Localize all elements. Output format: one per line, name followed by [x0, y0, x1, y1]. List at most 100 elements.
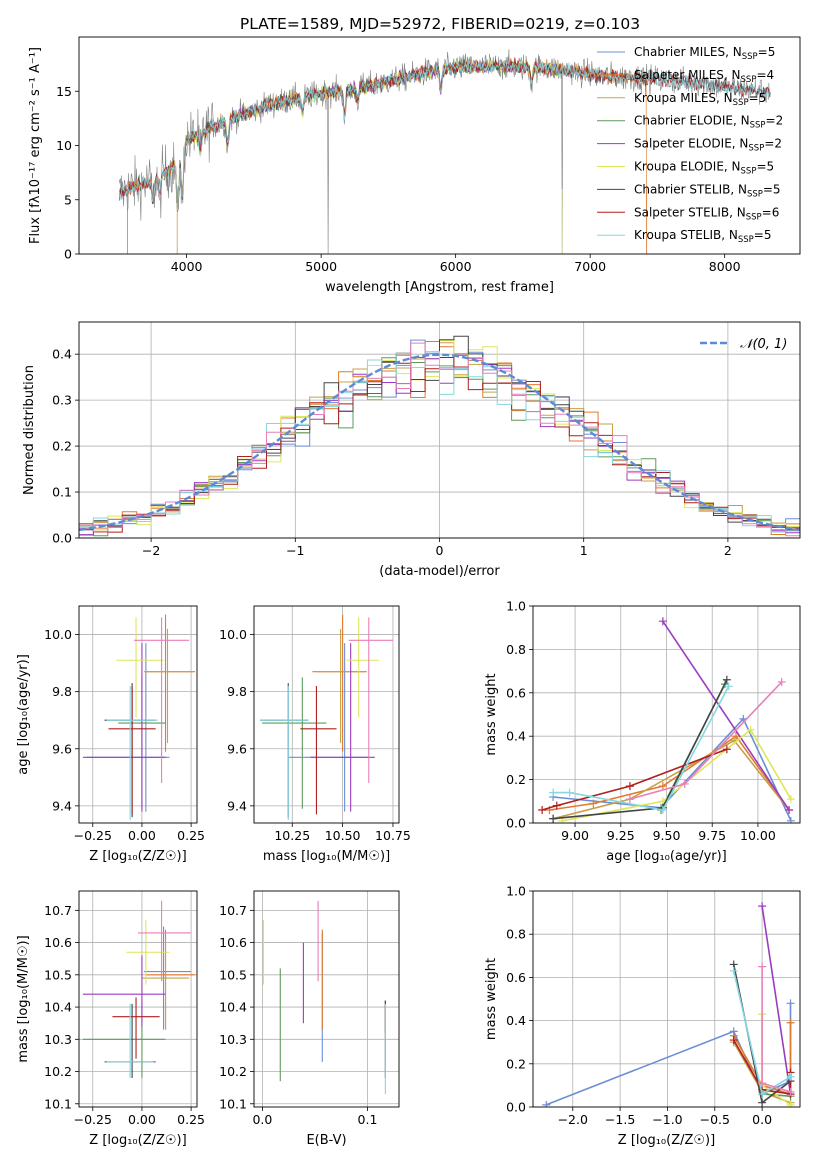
- x-axis-label: Z [log₁₀(Z/Z☉)]: [89, 849, 186, 864]
- weight-line: [733, 1039, 792, 1095]
- x-tick-label: −0.5: [700, 1112, 730, 1127]
- legend-count: =5: [763, 182, 781, 196]
- y-tick-label: 9.8: [227, 684, 247, 699]
- y-tick-label: 10.4: [219, 1000, 247, 1015]
- y-tick-label: 0.0: [506, 816, 526, 831]
- weight-line: [546, 1003, 792, 1106]
- weight-point-marker: [758, 1098, 767, 1107]
- y-tick-label: 0.3: [52, 393, 72, 408]
- y-tick-label: 10.7: [219, 903, 247, 918]
- y-tick-label: 0.8: [506, 642, 526, 657]
- legend-count: =5: [749, 91, 767, 105]
- y-tick-label: 10.5: [44, 967, 72, 982]
- y-tick-label: 10.3: [44, 1032, 72, 1047]
- x-tick-label: 0: [436, 543, 444, 558]
- y-tick-label: 10.2: [219, 1064, 247, 1079]
- spectrum-model-line: [119, 59, 771, 211]
- x-tick-label: −0.25: [74, 828, 112, 843]
- y-tick-label: 0.2: [506, 1056, 526, 1071]
- panel-age_vs_Z: −0.25 0.00 0.25 9.4 9.6 9.8 10.0 Z [log₁₀(Z/Z☉)…: [16, 605, 205, 864]
- y-tick-label: 15: [56, 84, 72, 99]
- axes-frame: [253, 890, 400, 1108]
- panel-mass_vs_Z: −0.25 0.00 0.25 10.1 10.2 10.3 10.4 10.5 10.6 10.…: [16, 890, 205, 1148]
- x-tick-label: 9.00: [561, 828, 589, 843]
- weight-point-marker: [552, 801, 561, 810]
- x-axis-label: mass [log₁₀(M/M☉)]: [263, 849, 390, 864]
- y-tick-label: 1.0: [506, 599, 526, 614]
- weight-point-marker: [758, 902, 767, 911]
- x-tick-label: 10.25: [274, 828, 310, 843]
- y-tick-label: 9.4: [227, 798, 247, 813]
- legend-count: =4: [756, 68, 774, 82]
- legend-subscript: SSP: [741, 75, 757, 85]
- legend-entry: Salpeter ELODIE, NSSP=2: [634, 137, 782, 154]
- legend-count: =2: [766, 114, 784, 128]
- weight-line: [553, 717, 792, 822]
- weight-point-marker: [731, 732, 740, 741]
- weight-line: [662, 620, 790, 811]
- legend-subscript: SSP: [746, 212, 762, 222]
- y-tick-label: 9.6: [52, 741, 72, 756]
- x-tick-label: 5000: [305, 259, 337, 274]
- weight-point-marker: [722, 745, 731, 754]
- x-tick-label: 1: [580, 543, 588, 558]
- legend-entry: Salpeter STELIB, NSSP=6: [634, 205, 779, 222]
- weight-point-marker: [758, 1090, 767, 1099]
- weight-point-marker: [625, 782, 634, 791]
- plot-area-age_vs_Z: [82, 614, 196, 821]
- weight-point-marker: [777, 677, 786, 686]
- y-axis-label: age [log₁₀(age/yr)]: [16, 654, 31, 775]
- y-tick-label: 10.5: [219, 967, 247, 982]
- legend-subscript: SSP: [738, 235, 754, 245]
- x-tick-label: −0.25: [74, 1112, 112, 1127]
- x-tick-label: 0.25: [177, 1112, 205, 1127]
- y-axis-label: mass weight: [484, 673, 499, 755]
- y-axis-label: mass [log₁₀(M/M☉)]: [16, 935, 31, 1062]
- x-tick-label: 0.0: [752, 1112, 772, 1127]
- x-tick-label: −1.5: [605, 1112, 635, 1127]
- legend-count: =6: [762, 205, 780, 219]
- y-axis-label: Flux [fλ10⁻¹⁷ erg cm⁻² s⁻¹ A⁻¹]: [28, 47, 43, 244]
- y-axis-label: mass weight: [484, 958, 499, 1040]
- y-tick-label: 5: [64, 192, 72, 207]
- y-tick-label: 9.6: [227, 741, 247, 756]
- legend-entry: Kroupa ELODIE, NSSP=5: [634, 160, 774, 177]
- x-tick-label: −2.0: [558, 1112, 588, 1127]
- weight-point-marker: [722, 675, 731, 684]
- axes-frame: [253, 605, 400, 824]
- weight-line: [733, 1022, 792, 1096]
- weight-line: [553, 685, 730, 811]
- y-tick-label: 0.6: [506, 685, 526, 700]
- weight-line: [553, 679, 728, 820]
- plot-area-mass_vs_EBV: [262, 900, 386, 1095]
- x-tick-label: 9.50: [653, 828, 681, 843]
- axes-frame: [78, 890, 198, 1108]
- legend-entry: Chabrier STELIB, NSSP=5: [634, 182, 781, 199]
- legend-entry: Chabrier ELODIE, NSSP=2: [634, 114, 783, 131]
- legend-subscript: SSP: [747, 189, 763, 199]
- weight-point-marker: [786, 1018, 795, 1027]
- x-axis-label: Z [log₁₀(Z/Z☉)]: [618, 1133, 715, 1148]
- weight-point-marker: [658, 617, 667, 626]
- legend-count: =5: [756, 160, 774, 174]
- weight-point-marker: [680, 779, 689, 788]
- y-tick-label: 0.2: [506, 772, 526, 787]
- plot-area-spectrum: [119, 49, 771, 254]
- plot-area-weight_vs_Z: [542, 902, 795, 1107]
- plot-area-age_vs_mass: [260, 614, 393, 821]
- weight-point-marker: [729, 966, 738, 975]
- x-tick-label: 9.75: [698, 828, 726, 843]
- y-tick-label: 0.8: [506, 927, 526, 942]
- weight-point-marker: [538, 805, 547, 814]
- y-tick-label: 0.4: [52, 347, 72, 362]
- y-tick-label: 9.8: [52, 684, 72, 699]
- weight-line: [562, 728, 792, 822]
- legend-subscript: SSP: [733, 98, 749, 108]
- weight-point-marker: [549, 788, 558, 797]
- x-tick-label: 7000: [574, 259, 606, 274]
- x-tick-label: 0.25: [177, 828, 205, 843]
- weight-point-marker: [658, 782, 667, 791]
- x-tick-label: 10.00: [740, 828, 776, 843]
- y-tick-label: 10.1: [219, 1096, 247, 1111]
- x-tick-label: 0.0: [252, 1112, 272, 1127]
